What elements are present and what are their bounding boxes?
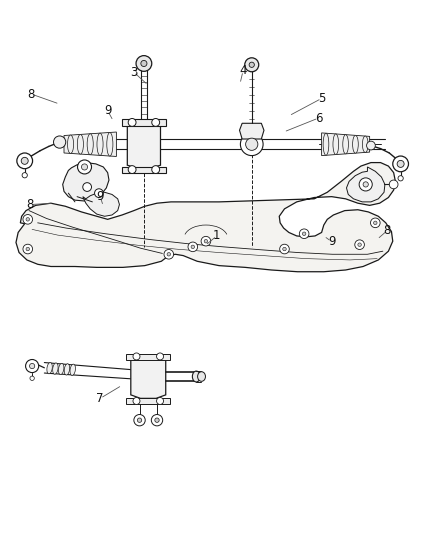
- Polygon shape: [346, 167, 385, 202]
- Polygon shape: [83, 192, 120, 216]
- Circle shape: [83, 183, 92, 191]
- Circle shape: [283, 247, 286, 251]
- Circle shape: [21, 157, 28, 164]
- Polygon shape: [127, 122, 160, 168]
- Ellipse shape: [107, 133, 113, 156]
- Polygon shape: [240, 123, 264, 139]
- Polygon shape: [16, 163, 396, 272]
- Circle shape: [374, 221, 377, 224]
- Ellipse shape: [198, 372, 205, 381]
- Circle shape: [151, 415, 162, 426]
- Circle shape: [398, 176, 403, 181]
- Circle shape: [136, 55, 152, 71]
- Circle shape: [22, 173, 27, 178]
- Circle shape: [23, 215, 32, 224]
- Circle shape: [393, 156, 409, 172]
- Text: 8: 8: [383, 224, 391, 237]
- Circle shape: [355, 240, 364, 249]
- Circle shape: [17, 153, 32, 169]
- Circle shape: [371, 218, 380, 228]
- Circle shape: [359, 178, 372, 191]
- Circle shape: [138, 418, 142, 422]
- Circle shape: [133, 398, 140, 405]
- Ellipse shape: [192, 371, 200, 382]
- Text: 9: 9: [104, 104, 111, 117]
- Circle shape: [167, 253, 170, 256]
- Circle shape: [299, 229, 309, 239]
- Ellipse shape: [58, 364, 64, 375]
- Polygon shape: [64, 132, 117, 157]
- Ellipse shape: [53, 363, 58, 374]
- Polygon shape: [127, 354, 170, 360]
- Circle shape: [152, 166, 159, 174]
- Ellipse shape: [64, 364, 70, 375]
- Circle shape: [245, 58, 259, 72]
- Polygon shape: [321, 133, 370, 156]
- Circle shape: [249, 62, 254, 67]
- Circle shape: [53, 136, 66, 148]
- Text: 1: 1: [213, 229, 221, 243]
- Circle shape: [134, 415, 145, 426]
- Circle shape: [240, 133, 263, 156]
- Text: 8: 8: [27, 198, 34, 211]
- Circle shape: [156, 353, 163, 360]
- Circle shape: [30, 376, 34, 381]
- Ellipse shape: [362, 136, 368, 152]
- Circle shape: [95, 189, 103, 198]
- Text: 8: 8: [28, 87, 35, 101]
- Circle shape: [81, 164, 88, 170]
- Circle shape: [29, 364, 35, 369]
- Circle shape: [23, 244, 32, 254]
- Ellipse shape: [47, 362, 52, 374]
- Circle shape: [389, 180, 398, 189]
- Polygon shape: [63, 163, 109, 201]
- Text: 5: 5: [318, 92, 325, 105]
- Circle shape: [191, 245, 194, 248]
- Ellipse shape: [87, 134, 93, 155]
- Circle shape: [156, 398, 163, 405]
- Circle shape: [128, 118, 136, 126]
- Ellipse shape: [70, 364, 75, 375]
- Circle shape: [280, 244, 289, 254]
- Ellipse shape: [353, 135, 358, 153]
- Circle shape: [246, 138, 258, 150]
- Circle shape: [204, 239, 208, 243]
- Circle shape: [133, 353, 140, 360]
- Ellipse shape: [323, 133, 329, 155]
- Circle shape: [26, 217, 29, 221]
- Polygon shape: [122, 119, 166, 126]
- Circle shape: [164, 249, 173, 259]
- Circle shape: [302, 232, 306, 236]
- Text: 9: 9: [328, 235, 336, 248]
- Circle shape: [141, 60, 147, 67]
- Circle shape: [78, 160, 92, 174]
- Ellipse shape: [333, 134, 339, 155]
- Ellipse shape: [67, 135, 74, 154]
- Text: 6: 6: [315, 111, 322, 125]
- Polygon shape: [122, 167, 166, 173]
- Polygon shape: [131, 356, 166, 398]
- Text: 3: 3: [130, 66, 138, 79]
- Circle shape: [155, 418, 159, 422]
- Circle shape: [25, 359, 39, 373]
- Ellipse shape: [97, 133, 103, 156]
- Circle shape: [201, 236, 211, 246]
- Text: 7: 7: [96, 392, 104, 405]
- Circle shape: [358, 243, 361, 246]
- Ellipse shape: [343, 135, 349, 154]
- Polygon shape: [127, 398, 170, 403]
- Circle shape: [363, 182, 368, 187]
- Circle shape: [188, 242, 198, 252]
- Text: 4: 4: [239, 64, 247, 77]
- Circle shape: [152, 118, 159, 126]
- Circle shape: [128, 166, 136, 174]
- Circle shape: [26, 247, 29, 251]
- Text: 9: 9: [96, 190, 104, 203]
- Ellipse shape: [78, 134, 83, 154]
- Circle shape: [397, 160, 404, 167]
- Circle shape: [367, 141, 375, 150]
